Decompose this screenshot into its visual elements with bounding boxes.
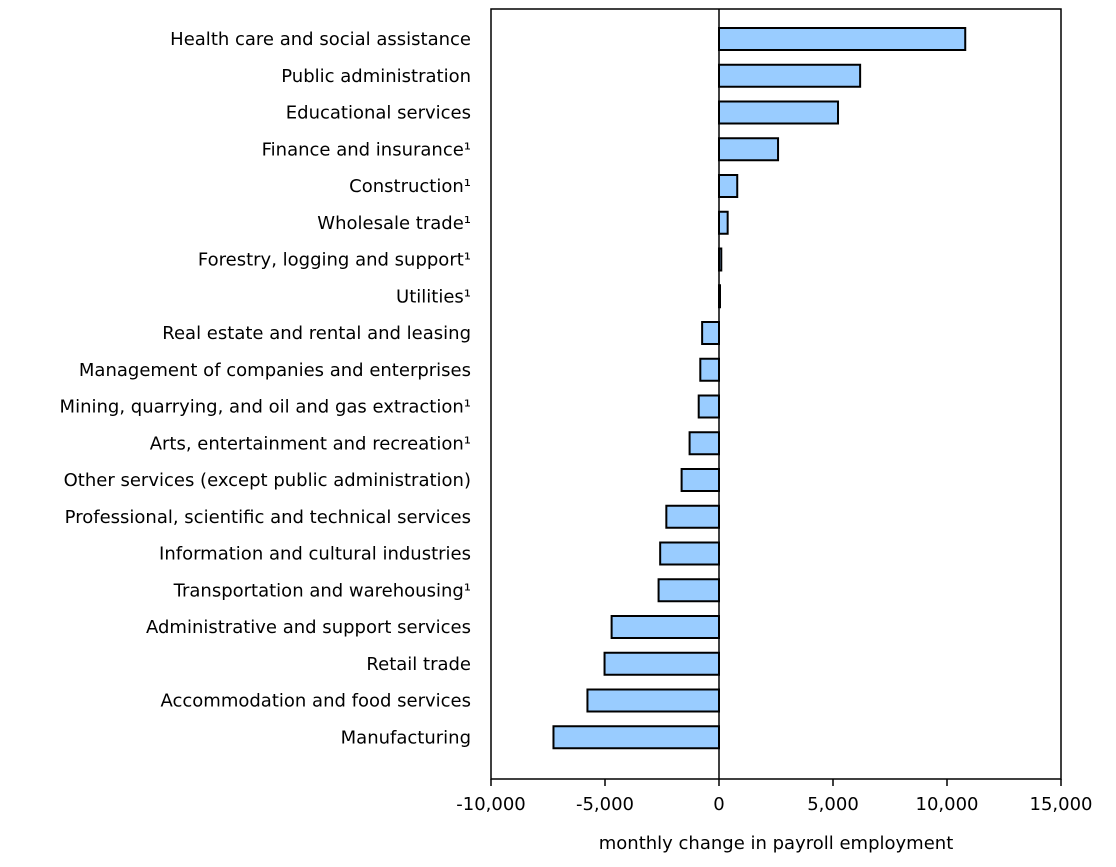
category-label: Construction¹ (349, 176, 471, 197)
category-label: Finance and insurance¹ (262, 139, 471, 160)
bar (552, 725, 720, 750)
category-label: Mining, quarrying, and oil and gas extra… (60, 397, 471, 418)
category-label: Transportation and warehousing¹ (173, 580, 471, 601)
bar (697, 394, 721, 419)
bar (718, 210, 729, 235)
category-label: Utilities¹ (396, 286, 471, 307)
bar (718, 27, 967, 51)
bar (665, 504, 720, 529)
x-tick-label: 5,000 (807, 794, 859, 815)
category-label: Information and cultural industries (159, 544, 471, 565)
bar (680, 468, 720, 492)
bar (718, 63, 862, 88)
category-label: Other services (except public administra… (64, 470, 471, 491)
bar (657, 578, 721, 603)
x-axis-label: monthly change in payroll employment (599, 833, 954, 854)
category-label: Educational services (286, 103, 471, 124)
x-tick-label: 10,000 (916, 794, 979, 815)
category-label: Professional, scientific and technical s… (65, 507, 471, 528)
category-label: Manufacturing (341, 727, 471, 748)
bar (701, 321, 720, 345)
category-label: Real estate and rental and leasing (162, 323, 471, 344)
category-label: Management of companies and enterprises (79, 360, 471, 381)
bar (718, 100, 840, 125)
category-label: Administrative and support services (146, 617, 471, 638)
bar (603, 651, 721, 676)
category-label: Accommodation and food services (161, 691, 472, 712)
bar (699, 357, 721, 382)
category-label: Wholesale trade¹ (317, 213, 471, 234)
x-tick-label: 15,000 (1030, 794, 1093, 815)
x-tick-label: 0 (713, 794, 724, 815)
category-label: Forestry, logging and support¹ (198, 250, 471, 271)
x-tick-label: -5,000 (576, 794, 634, 815)
bar (688, 431, 721, 456)
plot-area-frame (490, 8, 1062, 780)
category-label: Arts, entertainment and recreation¹ (150, 433, 471, 454)
bar (718, 137, 780, 162)
category-label: Health care and social assistance (170, 29, 471, 50)
bar (718, 174, 739, 198)
category-label: Retail trade (366, 654, 471, 675)
bar (610, 615, 720, 639)
category-label: Public administration (281, 66, 471, 87)
bar (586, 688, 720, 713)
x-tick-label: -10,000 (456, 794, 525, 815)
bar (659, 541, 721, 566)
